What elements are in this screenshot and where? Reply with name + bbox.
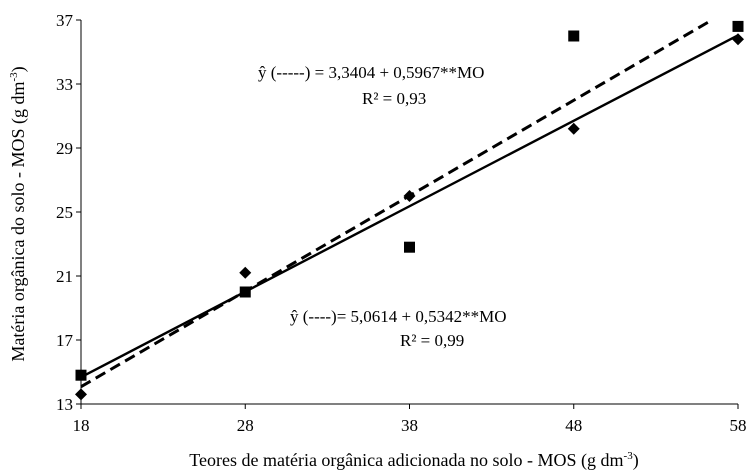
- data-point-diamond: [239, 266, 252, 279]
- fit-line-dashed: [80, 18, 713, 389]
- y-tick-label: 21: [56, 267, 73, 286]
- x-axis-title: Teores de matéria orgânica adicionada no…: [189, 450, 638, 471]
- x-tick-label: 18: [73, 416, 90, 435]
- solid-fit-equation: ŷ (----)= 5,0614 + 0,5342**MO: [290, 307, 507, 326]
- data-point-diamond: [75, 388, 87, 401]
- dashed-fit-r2: R² = 0,93: [362, 89, 426, 108]
- data-point-square: [239, 286, 251, 298]
- y-tick-label: 33: [56, 75, 73, 94]
- y-axis-title: Matéria orgânica do solo - MOS (g dm-3): [8, 66, 29, 361]
- dashed-fit-equation: ŷ (-----) = 3,3404 + 0,5967**MO: [258, 63, 484, 82]
- x-axis: 18 28 38 48 58: [73, 403, 747, 435]
- data-point-square: [732, 20, 744, 32]
- x-tick-label: 48: [565, 416, 582, 435]
- data-point-diamond: [403, 190, 416, 202]
- data-point-diamond: [567, 122, 580, 135]
- data-point-diamond: [732, 33, 744, 46]
- y-tick-label: 37: [56, 11, 74, 30]
- data-point-square: [568, 30, 580, 42]
- data-point-square: [404, 241, 415, 253]
- y-tick-label: 17: [56, 331, 74, 350]
- y-axis: 13 17 21 25 29 33 37: [56, 11, 82, 414]
- x-tick-label: 38: [401, 416, 418, 435]
- series-layer: [75, 18, 744, 401]
- fit-line-solid: [80, 34, 739, 379]
- data-point-square: [75, 369, 87, 381]
- solid-fit-r2: R² = 0,99: [400, 331, 464, 350]
- y-tick-label: 25: [56, 203, 73, 222]
- x-tick-label: 28: [237, 416, 254, 435]
- y-tick-label: 13: [56, 395, 73, 414]
- y-tick-label: 29: [56, 139, 73, 158]
- x-tick-label: 58: [730, 416, 747, 435]
